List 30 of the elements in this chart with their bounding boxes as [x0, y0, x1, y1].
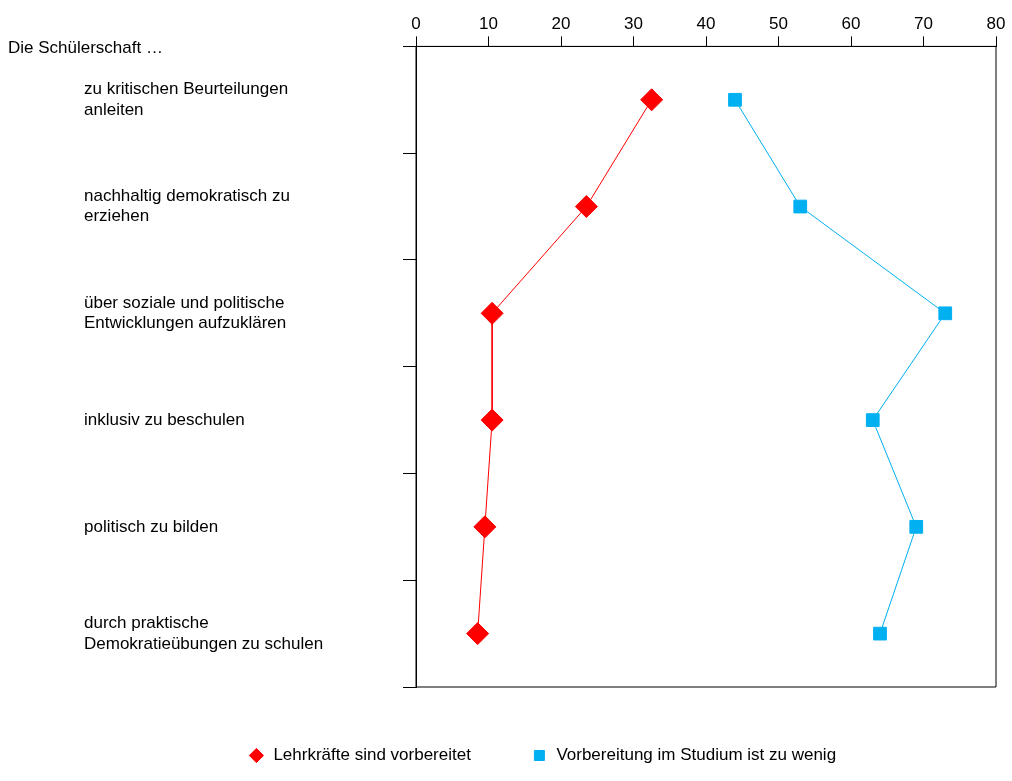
x-tick-label: 60: [841, 13, 861, 33]
y-tick-label: über soziale und politische Entwicklungen aufzuklären: [84, 292, 287, 333]
x-tick-label: 40: [696, 13, 716, 33]
point: [480, 301, 504, 325]
point: [473, 515, 497, 539]
y-tick-label: politisch zu bilden: [84, 516, 219, 536]
y-tick-label: nachhaltig demokratisch zu erziehen: [84, 186, 291, 226]
x-tick-label: 80: [986, 13, 1006, 33]
point: [938, 306, 953, 321]
x-tick-label: 0: [411, 13, 421, 33]
x-tick-label: 30: [624, 13, 643, 33]
legend-label: Vorbereitung im Studium ist zu wenig: [556, 745, 837, 765]
point: [480, 408, 504, 432]
x-tick-label: 50: [769, 13, 788, 33]
point: [909, 519, 924, 534]
point: [728, 92, 742, 107]
point: [574, 195, 598, 219]
x-tick-label: 20: [551, 13, 571, 33]
x-tick-label: 10: [479, 13, 498, 33]
y-axis-title: Die Schülerschaft …: [8, 38, 163, 58]
point: [865, 413, 880, 427]
point: [793, 199, 808, 214]
point: [640, 88, 664, 112]
point: [466, 622, 490, 646]
x-tick-label: 70: [914, 13, 933, 33]
y-tick-label: zu kritischen Beurteilungen anleiten: [84, 79, 289, 119]
y-tick-label: durch praktische Demokratieübungen zu schulen: [84, 613, 324, 653]
legend-label: Lehrkräfte sind vorbereitet: [273, 745, 472, 765]
y-tick-label: inklusiv zu beschulen: [84, 409, 245, 429]
point: [873, 626, 887, 641]
